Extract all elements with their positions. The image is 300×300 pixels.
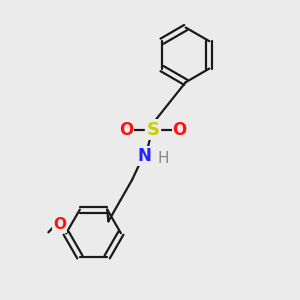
Text: H: H	[158, 151, 169, 166]
Text: O: O	[119, 121, 133, 139]
Text: N: N	[137, 147, 151, 165]
Text: O: O	[53, 218, 66, 232]
Text: O: O	[172, 121, 187, 139]
Text: S: S	[146, 121, 160, 139]
